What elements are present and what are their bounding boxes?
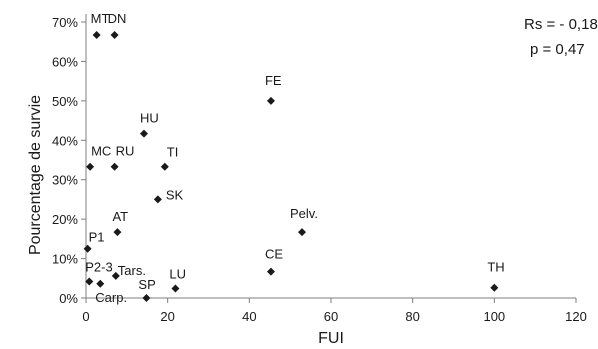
data-point-tars — [111, 271, 120, 280]
point-label: RU — [116, 144, 135, 159]
rs-annotation: Rs = - 0,18 — [524, 16, 598, 33]
data-point-ce — [266, 267, 275, 276]
data-point-p2-3 — [85, 277, 94, 286]
ticks: 0 20 40 60 80 100 120 0% 10% 20% 30% 40% 50% 60% 70% — [52, 15, 587, 324]
data-point-mt — [92, 31, 101, 40]
x-tick-label: 0 — [82, 309, 89, 324]
y-tick-label: 30% — [52, 173, 78, 188]
axes — [85, 14, 576, 299]
data-point-hu — [139, 129, 148, 138]
point-label: MT — [91, 11, 110, 26]
data-point-carp — [96, 279, 105, 288]
y-tick-label: 60% — [52, 54, 78, 69]
point-label: Tars. — [118, 263, 146, 278]
x-tick-label: 120 — [565, 309, 587, 324]
x-tick-label: 60 — [324, 309, 338, 324]
point-label: MC — [91, 144, 111, 159]
point-label: Carp. — [95, 290, 127, 305]
y-tick-label: 0% — [59, 291, 78, 306]
y-tick-label: 20% — [52, 212, 78, 227]
data-point-ru — [110, 162, 119, 171]
point-label: SK — [166, 187, 184, 202]
data-points — [83, 31, 499, 302]
y-tick-label: 70% — [52, 15, 78, 30]
x-axis-title: FUI — [318, 330, 344, 347]
data-point-dn — [110, 31, 119, 40]
x-tick-label: 80 — [405, 309, 419, 324]
y-axis-title: Pourcentage de survie — [27, 95, 44, 255]
data-point-fe — [266, 96, 275, 105]
point-label: SP — [138, 277, 155, 292]
point-label: HU — [140, 111, 159, 126]
data-point-lu — [171, 284, 180, 293]
data-point-at — [113, 228, 122, 237]
data-point-p1 — [83, 244, 92, 253]
data-point-th — [490, 283, 499, 292]
x-tick-label: 100 — [483, 309, 505, 324]
point-label: P2-3 — [85, 259, 112, 274]
point-label: AT — [112, 209, 128, 224]
point-label: Pelv. — [290, 206, 318, 221]
point-label: CE — [265, 247, 283, 262]
data-point-sp — [142, 294, 151, 302]
y-tick-label: 10% — [52, 252, 78, 267]
data-point-mc — [86, 162, 95, 171]
data-point-ti — [160, 162, 169, 171]
point-label: TI — [167, 145, 179, 160]
point-label: FE — [265, 73, 282, 88]
x-tick-label: 40 — [242, 309, 256, 324]
p-value-annotation: p = 0,47 — [530, 41, 585, 58]
x-tick-label: 20 — [160, 309, 174, 324]
point-label: TH — [487, 260, 504, 275]
point-label: DN — [108, 11, 127, 26]
point-label: LU — [169, 267, 186, 282]
point-label: P1 — [89, 230, 105, 245]
y-tick-label: 40% — [52, 133, 78, 148]
y-tick-label: 50% — [52, 94, 78, 109]
data-point-sk — [153, 195, 162, 204]
data-point-pelv — [298, 228, 307, 237]
